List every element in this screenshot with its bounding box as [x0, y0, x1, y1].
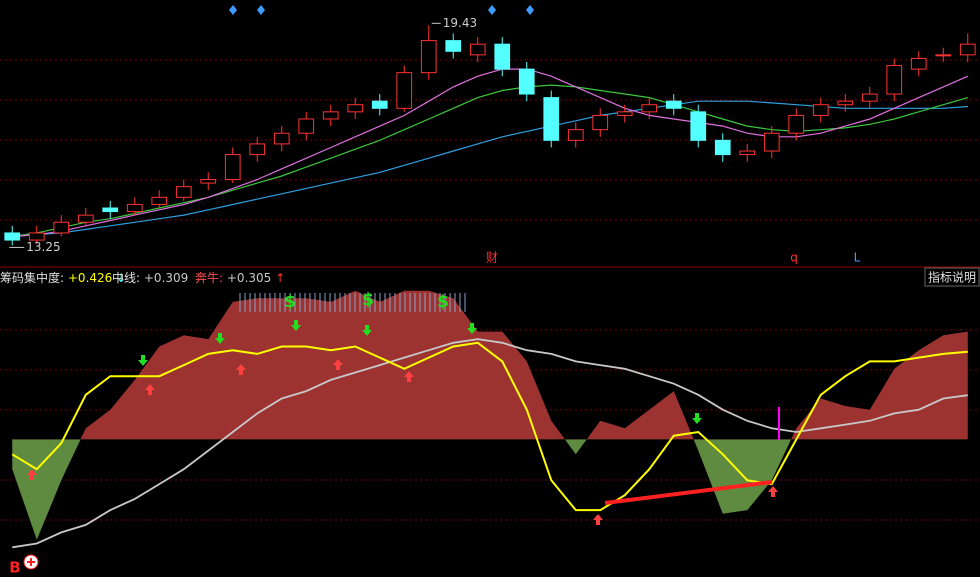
candle-body: [690, 111, 707, 141]
legend-name: 奔牛:: [195, 270, 223, 285]
candle-body: [494, 43, 511, 70]
candle-body: [347, 104, 364, 113]
candle-body: [739, 150, 756, 156]
candle-body: [200, 179, 217, 184]
sell-arrow: [467, 323, 477, 334]
candle-body: [567, 129, 584, 141]
indicator-legend: 筹码集中度: +0.426 ↓ 中线: +0.309 奔牛: +0.305 ↑: [0, 270, 285, 285]
buy-arrow: [145, 384, 155, 395]
buy-arrow: [768, 486, 778, 497]
indicator-line: [12, 338, 968, 549]
candle-body: [273, 132, 290, 145]
moving-average: [12, 84, 968, 238]
event-label: L: [854, 251, 861, 265]
candle-body: [641, 104, 658, 113]
button-label[interactable]: 指标说明: [928, 270, 976, 285]
legend-arrow: ↓: [116, 271, 126, 285]
area-negative: [12, 439, 968, 540]
area-positive: [80, 290, 968, 440]
buy-arrow: [236, 364, 246, 375]
signal-label: $: [437, 292, 449, 312]
legend-arrow: ↑: [275, 271, 285, 285]
legend-value: +0.426: [68, 271, 112, 285]
indicator-help-button[interactable]: 指标说明: [924, 267, 980, 287]
button-frame[interactable]: [924, 267, 980, 287]
candle-body: [224, 154, 241, 181]
legend-value: +0.305: [227, 271, 271, 285]
candle-body: [861, 93, 878, 102]
candle-body: [910, 57, 927, 70]
divergence-line: [604, 480, 773, 505]
event-diamond: [526, 5, 534, 15]
high-label: 19.43: [443, 16, 477, 30]
candle-body: [322, 111, 339, 120]
candle-body: [420, 40, 437, 74]
candle-body: [249, 143, 266, 156]
candle-body: [126, 203, 143, 213]
candle-body: [592, 114, 609, 131]
candle-body: [151, 196, 168, 205]
candle-body: [175, 186, 192, 198]
candle-body: [518, 68, 535, 95]
candle-body: [77, 214, 94, 223]
candle-body: [469, 43, 486, 56]
signal-label: $: [362, 290, 374, 310]
candle-body: [53, 221, 70, 234]
legend-name: 中线:: [112, 270, 140, 285]
candle-body: [28, 232, 45, 241]
sell-arrow: [291, 320, 301, 331]
legend-name: 筹码集中度:: [0, 270, 64, 285]
buy-arrow: [333, 359, 343, 370]
sell-arrow: [692, 413, 702, 424]
signals: $ $ $ B: [9, 290, 780, 577]
price-panel: 19.43 13.25 财 q L: [4, 16, 976, 265]
signal-label: $: [284, 292, 296, 312]
event-label: 财: [486, 251, 498, 265]
candle-body: [935, 54, 952, 57]
candle-body: [102, 207, 119, 213]
candle-body: [788, 114, 805, 134]
candle-body: [665, 100, 682, 109]
candle-body: [445, 40, 462, 52]
sell-arrow: [362, 325, 372, 336]
buy-label: B: [9, 559, 20, 577]
candle-body: [714, 139, 731, 156]
candle-body: [763, 132, 780, 152]
moving-average: [12, 100, 968, 238]
diamonds: [229, 5, 534, 15]
candle-body: [371, 100, 388, 109]
buy-arrow: [404, 371, 414, 382]
candle-body: [837, 100, 854, 106]
candle-body: [396, 72, 413, 109]
event-diamond: [488, 5, 496, 15]
candle-body: [812, 104, 829, 116]
candle-body: [886, 65, 903, 95]
candle-body: [616, 111, 633, 116]
candle-body: [298, 118, 315, 134]
buy-arrow: [27, 469, 37, 480]
event-label: q: [790, 251, 798, 265]
buy-icon-plus: [27, 558, 35, 566]
buy-arrow: [593, 514, 603, 525]
candle-body: [959, 43, 976, 56]
event-diamond: [257, 5, 265, 15]
sell-arrow: [138, 355, 148, 366]
candle-body: [543, 97, 560, 141]
indicator-line: [11, 341, 968, 512]
candle-body: [4, 232, 21, 241]
indicator-panel: [11, 290, 968, 549]
low-label: 13.25: [26, 240, 60, 254]
legend-value: +0.309: [144, 271, 188, 285]
sell-arrow: [215, 333, 225, 344]
moving-average: [12, 68, 969, 238]
event-diamond: [229, 5, 237, 15]
